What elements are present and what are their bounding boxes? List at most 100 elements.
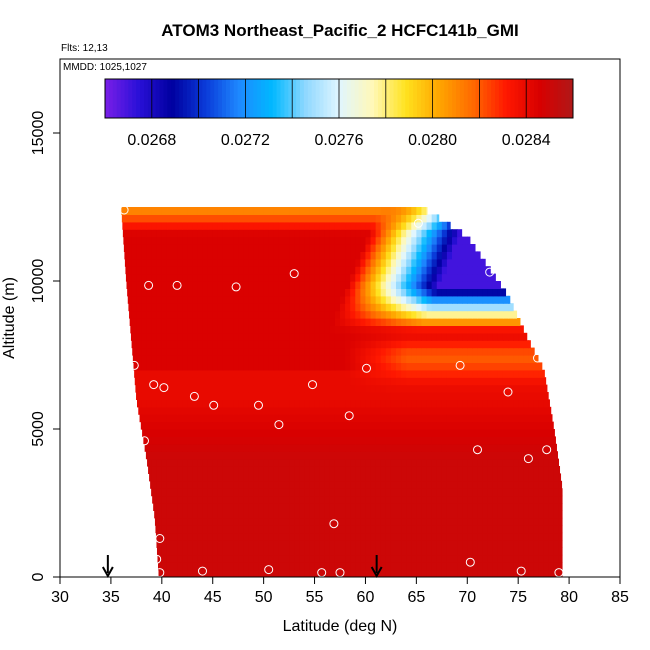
colorbar-swatch	[249, 79, 254, 118]
curtain-cell	[248, 517, 255, 526]
curtain-cell	[228, 236, 234, 245]
curtain-cell	[133, 362, 137, 371]
curtain-cell	[299, 399, 305, 408]
curtain-cell	[319, 266, 326, 275]
curtain-cell	[406, 384, 412, 393]
curtain-cell	[263, 540, 270, 548]
curtain-cell	[202, 510, 209, 519]
curtain-cell	[340, 414, 346, 423]
curtain-cell	[492, 458, 499, 467]
curtain-cell	[177, 510, 183, 519]
curtain-cell	[228, 429, 234, 437]
curtain-cell	[324, 332, 331, 341]
colorbar-swatch	[124, 79, 129, 118]
curtain-cell	[177, 451, 183, 460]
curtain-cell	[436, 295, 443, 304]
curtain-cell	[243, 229, 249, 238]
curtain-cell	[248, 362, 255, 371]
curtain-cell	[172, 392, 178, 400]
curtain-cell	[202, 458, 209, 467]
curtain-cell	[355, 258, 361, 267]
curtain-cell	[385, 510, 392, 519]
curtain-cell	[431, 488, 438, 497]
curtain-cell	[248, 273, 255, 282]
curtain-cell	[355, 325, 361, 334]
curtain-cell	[355, 281, 361, 289]
curtain-cell	[528, 443, 535, 452]
curtain-cell	[192, 547, 199, 556]
x-tick-label: 50	[255, 589, 273, 606]
location-marker-arrow	[370, 555, 383, 579]
curtain-cell	[263, 258, 270, 267]
curtain-cell	[299, 318, 305, 326]
curtain-cell	[523, 466, 529, 474]
curtain-cell	[380, 436, 387, 445]
curtain-cell	[380, 266, 387, 275]
curtain-cell	[268, 503, 275, 511]
curtain-cell	[477, 473, 484, 482]
curtain-cell	[172, 251, 178, 260]
curtain-cell	[528, 414, 535, 423]
curtain-cell	[375, 473, 382, 482]
curtain-cell	[421, 340, 428, 349]
curtain-cell	[197, 236, 204, 245]
curtain-cell	[360, 340, 367, 349]
curtain-cell	[172, 221, 178, 230]
curtain-cell	[294, 547, 300, 556]
curtain-cell	[263, 436, 270, 445]
curtain-cell	[217, 377, 224, 386]
curtain-cell	[243, 281, 249, 289]
curtain-cell	[243, 480, 249, 489]
curtain-cell	[421, 325, 428, 334]
curtain-cell	[202, 414, 209, 423]
curtain-cell	[340, 332, 346, 341]
curtain-cell	[299, 525, 305, 534]
curtain-cell	[263, 488, 270, 497]
curtain-cell	[146, 318, 153, 326]
curtain-cell	[144, 443, 148, 452]
curtain-cell	[233, 540, 239, 548]
curtain-cell	[131, 295, 137, 304]
curtain-cell	[411, 369, 417, 378]
curtain-cell	[268, 303, 275, 312]
curtain-cell	[538, 547, 545, 556]
curtain-cell	[340, 480, 346, 489]
curtain-cell	[421, 532, 428, 541]
curtain-cell	[523, 406, 529, 415]
curtain-cell	[472, 480, 479, 489]
curtain-cell	[487, 392, 494, 400]
curtain-cell	[355, 414, 361, 423]
curtain-cell	[523, 392, 529, 400]
curtain-cell	[289, 384, 295, 393]
curtain-cell	[431, 318, 438, 326]
curtain-cell	[553, 517, 560, 526]
curtain-cell	[299, 532, 305, 541]
curtain-cell	[365, 244, 372, 252]
curtain-cell	[543, 554, 550, 563]
curtain-cell	[334, 540, 341, 548]
curtain-cell	[416, 258, 423, 267]
curtain-cell	[431, 221, 438, 230]
curtain-cell	[294, 466, 300, 474]
curtain-cell	[401, 503, 407, 511]
curtain-cell	[258, 436, 265, 445]
curtain-cell	[523, 429, 529, 437]
curtain-cell	[329, 443, 336, 452]
curtain-cell	[192, 414, 199, 423]
curtain-cell	[436, 562, 443, 571]
curtain-cell	[370, 288, 377, 297]
curtain-cell	[146, 347, 153, 356]
curtain-cell	[212, 495, 219, 504]
curtain-cell	[212, 510, 219, 519]
curtain-cell	[487, 369, 494, 378]
curtain-cell	[202, 451, 209, 460]
curtain-cell	[233, 325, 239, 334]
curtain-cell	[212, 480, 219, 489]
curtain-cell	[472, 318, 479, 326]
colorbar-swatch	[151, 79, 157, 118]
curtain-cell	[268, 392, 275, 400]
curtain-cell	[467, 281, 473, 289]
curtain-cell	[390, 495, 397, 504]
curtain-cell	[172, 281, 178, 289]
curtain-cell	[273, 562, 280, 571]
